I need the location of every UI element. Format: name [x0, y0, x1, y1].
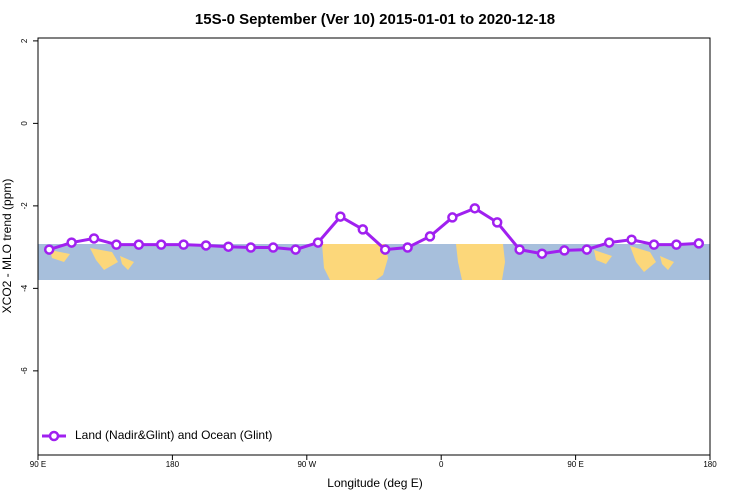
point: [155, 239, 167, 250]
point: [581, 244, 593, 255]
point: [245, 242, 257, 253]
point: [267, 242, 279, 253]
chart-title: 15S-0 September (Ver 10) 2015-01-01 to 2…: [195, 11, 555, 28]
point: [648, 239, 660, 250]
point: [312, 237, 324, 248]
y-axis-label: XCO2 - MLO trend (ppm): [0, 179, 14, 314]
point: [178, 239, 189, 250]
point: [424, 231, 436, 242]
point: [402, 242, 413, 253]
map-strip: [38, 244, 710, 280]
y-tick-label: 2: [20, 38, 29, 43]
x-tick-label: 90 E: [30, 460, 46, 469]
point: [133, 239, 145, 250]
point: [335, 211, 346, 222]
point: [223, 241, 234, 252]
point: [88, 233, 100, 244]
point: [536, 248, 548, 259]
point: [491, 217, 503, 228]
legend-label: Land (Nadir&Glint) and Ocean (Glint): [75, 428, 272, 442]
y-tick-label: -2: [20, 202, 29, 210]
point: [469, 203, 481, 214]
point: [514, 244, 525, 255]
x-tick-label: 90 E: [567, 460, 583, 469]
y-tick-label: -6: [20, 367, 29, 375]
x-tick-label: 180: [703, 460, 717, 469]
x-tick-label: 0: [439, 460, 444, 469]
point: [671, 239, 682, 250]
point: [357, 224, 369, 235]
y-tick-label: 0: [20, 121, 29, 126]
x-axis-label: Longitude (deg E): [327, 476, 422, 490]
x-tick-label: 180: [166, 460, 180, 469]
point: [626, 234, 637, 245]
point: [447, 212, 458, 223]
point: [66, 237, 77, 248]
point: [111, 239, 122, 250]
point: [603, 237, 615, 248]
point: [290, 244, 301, 255]
point: [693, 238, 705, 249]
x-tick-label: 90 W: [297, 460, 316, 469]
legend: Land (Nadir&Glint) and Ocean (Glint): [42, 428, 272, 442]
plot-frame: [37, 37, 711, 456]
y-tick-label: -4: [20, 284, 29, 292]
point: [43, 244, 55, 255]
legend-marker: [48, 430, 60, 442]
point: [559, 245, 570, 256]
point: [379, 244, 391, 255]
point: [200, 240, 212, 251]
